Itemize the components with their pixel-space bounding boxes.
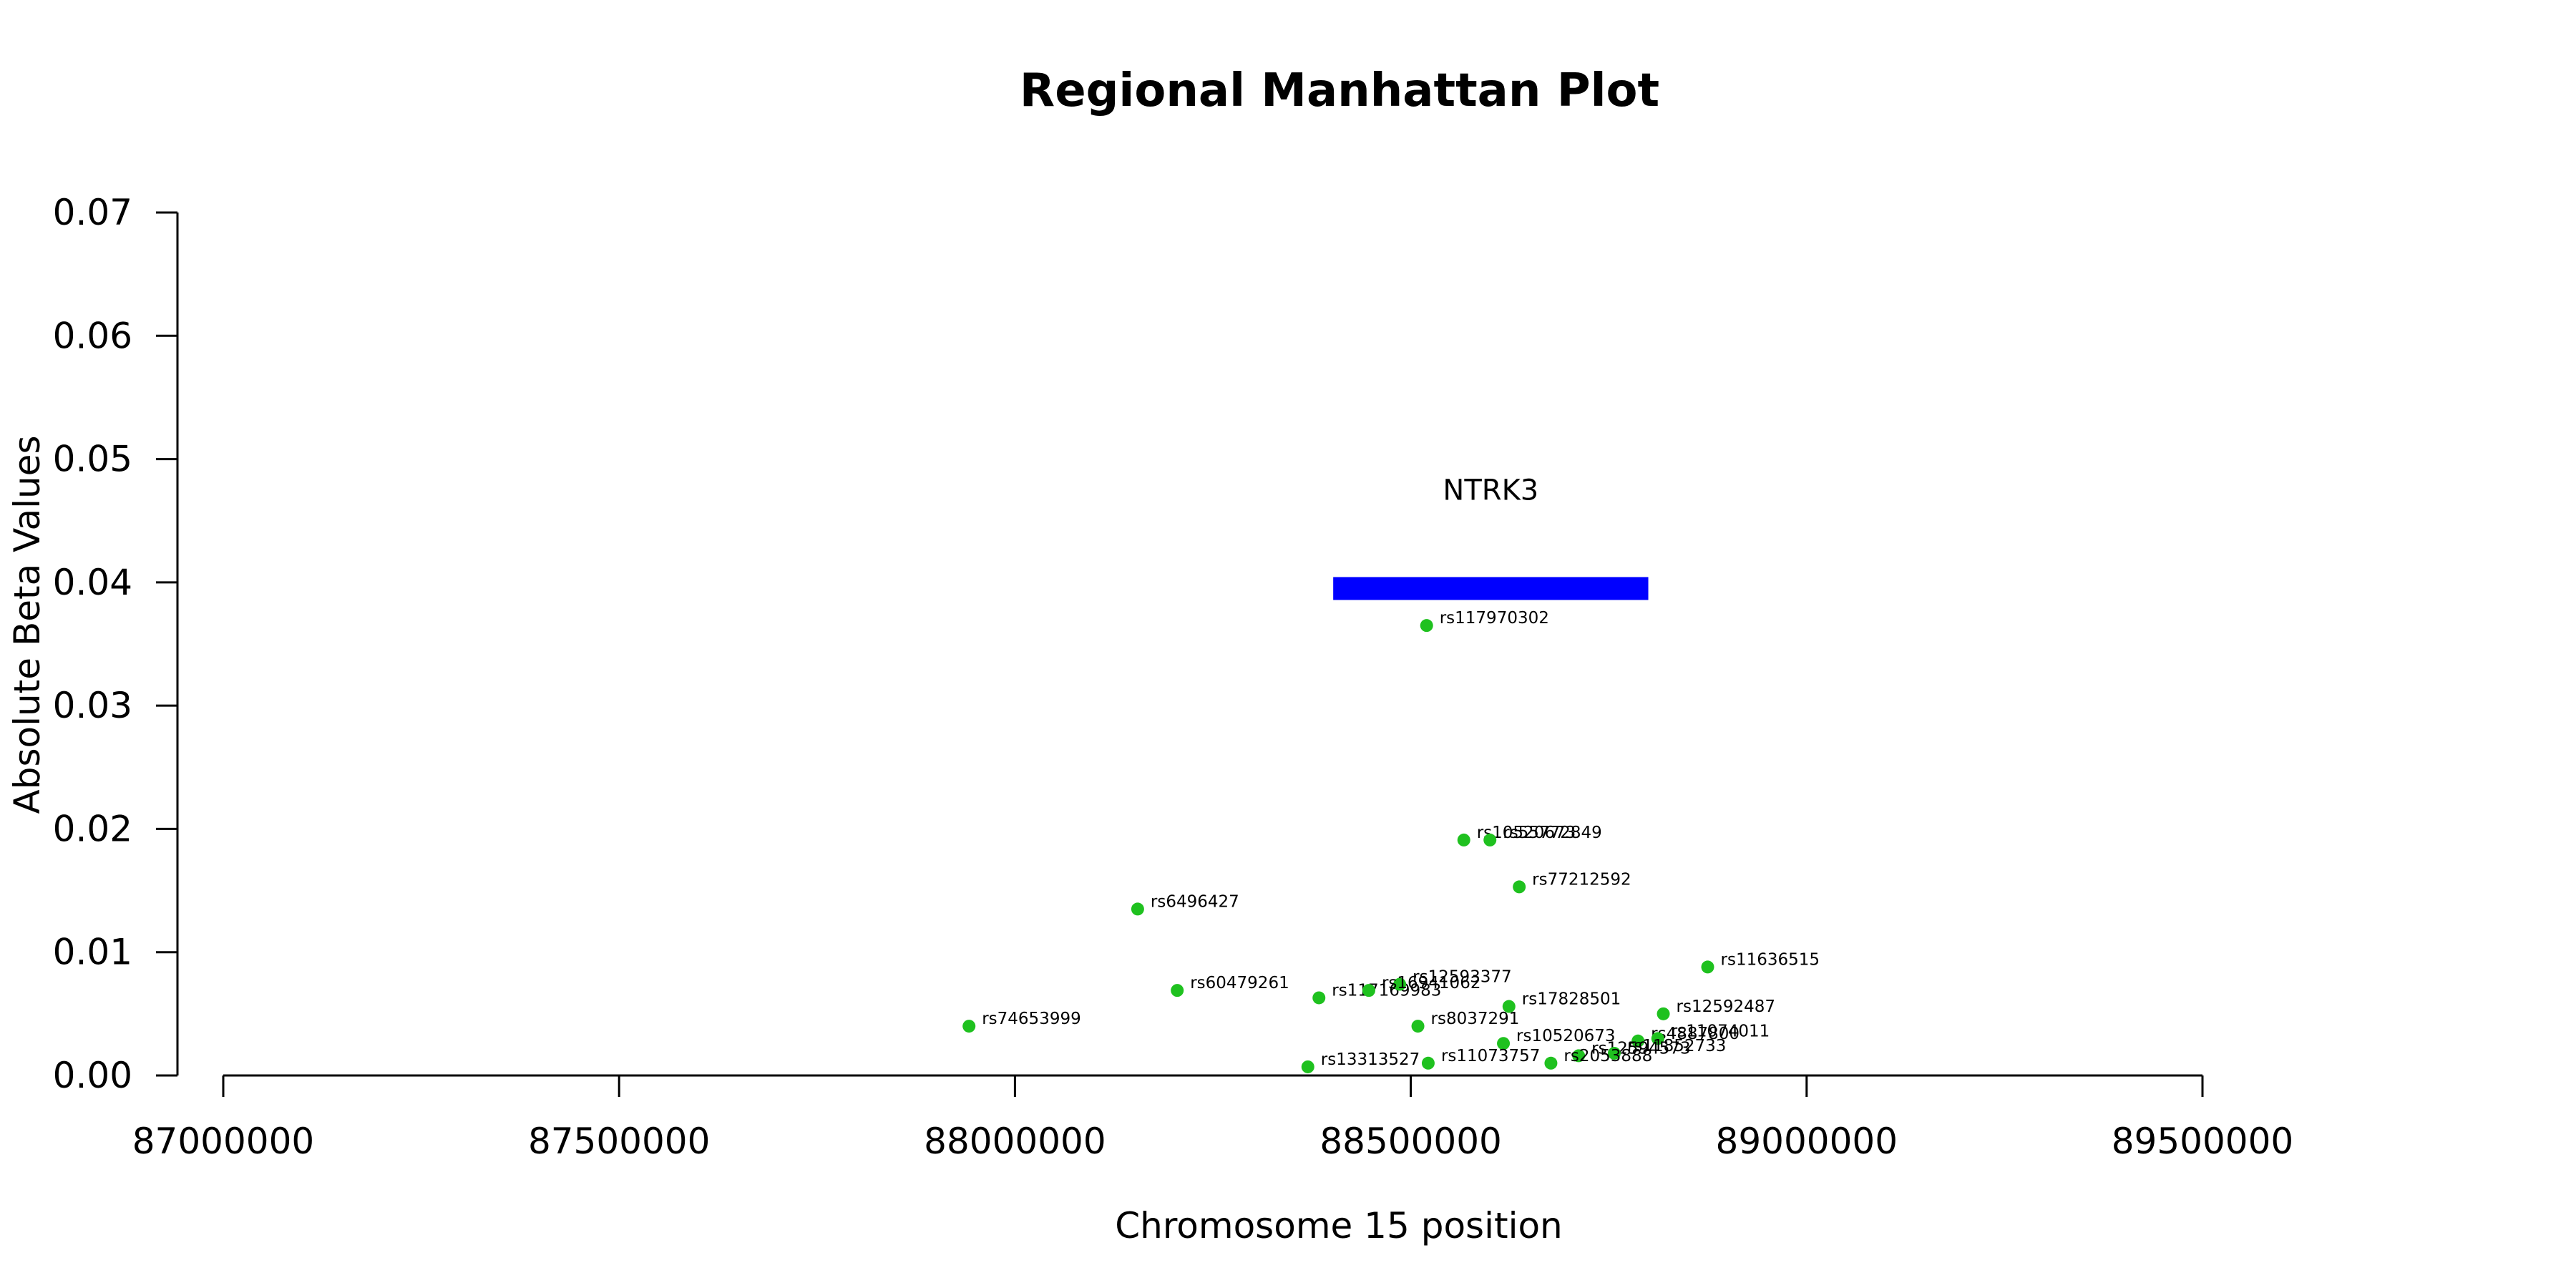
x-tick-label: 89000000	[1716, 1121, 1898, 1162]
snp-point	[1301, 1060, 1314, 1073]
snp-point	[1502, 1000, 1516, 1013]
snp-point	[1483, 833, 1497, 847]
snp-label: rs117169983	[1332, 981, 1441, 1000]
snp-point	[1657, 1007, 1670, 1020]
x-tick-label: 87500000	[528, 1121, 711, 1162]
snp-label: rs117970302	[1440, 609, 1549, 628]
snp-label: rs6496427	[1151, 892, 1239, 911]
snp-point	[1312, 991, 1326, 1005]
snp-point	[1607, 1046, 1621, 1060]
y-tick-label: 0.01	[53, 932, 132, 973]
snp-label: rs10520673	[1516, 1027, 1616, 1045]
snp-point	[1393, 977, 1407, 991]
x-tick-label: 89500000	[2112, 1121, 2294, 1162]
snp-points: rs117970302 rs10520673 rs55772849 rs7721259…	[962, 609, 1820, 1073]
snp-label: rs12593377	[1413, 968, 1512, 987]
snp-label: rs13313527	[1321, 1050, 1420, 1069]
y-tick-label: 0.03	[53, 685, 132, 726]
snp-label: rs11074011	[1671, 1022, 1770, 1040]
snp-point	[962, 1020, 976, 1033]
snp-point	[1513, 880, 1526, 894]
x-tick-label: 87000000	[132, 1121, 315, 1162]
y-axis-label: Absolute Beta Values	[6, 436, 48, 814]
snp-label: rs55772849	[1503, 824, 1602, 842]
y-ticks: 0.00 0.01 0.02 0.03 0.04 0.05 0.06 0.07	[53, 192, 177, 1096]
snp-point	[1421, 1056, 1435, 1070]
chart-title: Regional Manhattan Plot	[1020, 64, 1659, 117]
snp-point	[1131, 902, 1144, 916]
snp-point	[1411, 1020, 1425, 1033]
snp-label: rs17828501	[1522, 990, 1621, 1009]
snp-point	[1457, 833, 1470, 847]
x-tick-label: 88500000	[1319, 1121, 1502, 1162]
x-axis-label: Chromosome 15 position	[1115, 1205, 1563, 1246]
snp-label: rs12592487	[1677, 997, 1776, 1016]
axes	[176, 213, 2202, 1077]
y-tick-label: 0.07	[53, 192, 132, 233]
snp-point	[1497, 1037, 1511, 1050]
y-tick-label: 0.02	[53, 808, 132, 849]
gene-track: NTRK3	[1333, 474, 1649, 600]
y-tick-label: 0.00	[53, 1055, 132, 1096]
x-ticks: 87000000 87500000 88000000 88500000 89000000…	[132, 1075, 2294, 1162]
snp-point	[1572, 1049, 1586, 1063]
snp-label: rs4887800	[1651, 1025, 1740, 1043]
snp-point	[1701, 960, 1714, 974]
snp-point	[1631, 1034, 1645, 1048]
gene-bar	[1333, 577, 1649, 600]
y-tick-label: 0.05	[53, 439, 132, 480]
y-tick-label: 0.06	[53, 315, 132, 356]
snp-point	[1171, 984, 1184, 997]
snp-point	[1544, 1056, 1558, 1070]
x-tick-label: 88000000	[924, 1121, 1106, 1162]
snp-label: rs11852733	[1627, 1037, 1727, 1055]
snp-label: rs2053888	[1563, 1047, 1652, 1065]
snp-label: rs77212592	[1532, 870, 1631, 889]
snp-label: rs8037291	[1431, 1010, 1520, 1028]
snp-point	[1420, 619, 1433, 633]
gene-label: NTRK3	[1443, 474, 1538, 507]
snp-point	[1651, 1032, 1664, 1045]
snp-label: rs74653999	[982, 1010, 1081, 1028]
snp-label: rs11073757	[1441, 1047, 1541, 1065]
y-tick-label: 0.04	[53, 562, 132, 603]
snp-label: rs60479261	[1190, 974, 1289, 992]
snp-point	[1362, 984, 1375, 997]
snp-label: rs16941062	[1382, 974, 1481, 992]
snp-label: rs11636515	[1721, 950, 1820, 969]
